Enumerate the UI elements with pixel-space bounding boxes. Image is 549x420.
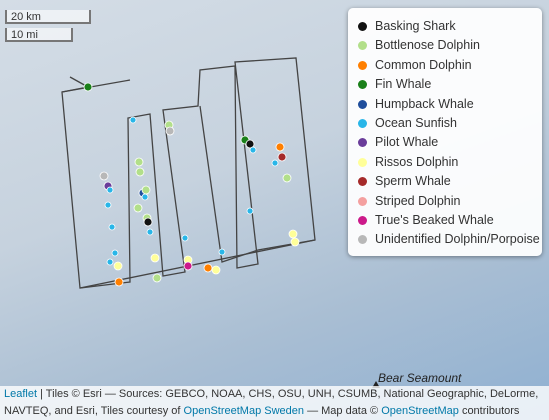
sighting[interactable] xyxy=(106,258,114,266)
legend-swatch xyxy=(358,22,367,31)
sighting[interactable] xyxy=(113,261,123,271)
sighting[interactable] xyxy=(106,186,114,194)
legend-label: Unidentified Dolphin/Porpoise xyxy=(375,232,540,247)
survey-track xyxy=(61,57,316,289)
attribution-text: contributors xyxy=(461,405,520,417)
legend-item: Common Dolphin xyxy=(358,57,472,73)
legend-item: Unidentified Dolphin/Porpoise xyxy=(358,231,540,247)
track-line xyxy=(61,57,316,289)
legend-swatch xyxy=(358,99,367,109)
sighting[interactable] xyxy=(129,116,137,124)
link[interactable]: OpenStreetMap Sweden xyxy=(183,405,304,417)
sighting[interactable] xyxy=(288,229,298,239)
track-line xyxy=(61,79,131,93)
attribution-text: — Map data © xyxy=(307,405,379,417)
sighting[interactable] xyxy=(152,273,162,283)
sighting[interactable] xyxy=(108,223,116,231)
sighting[interactable] xyxy=(141,193,149,201)
sighting[interactable] xyxy=(114,277,124,287)
legend-item: True's Beaked Whale xyxy=(358,212,494,228)
legend-swatch xyxy=(358,80,367,90)
legend: Basking Shark Bottlenose Dolphin Common Do… xyxy=(348,8,542,256)
sighting[interactable] xyxy=(146,228,154,236)
legend-label: Striped Dolphin xyxy=(375,193,461,208)
sighting[interactable] xyxy=(249,146,257,154)
sighting[interactable] xyxy=(282,173,292,183)
sighting[interactable] xyxy=(135,167,145,177)
legend-swatch xyxy=(358,196,367,206)
legend-label: Sperm Whale xyxy=(375,174,451,189)
legend-label: Ocean Sunfish xyxy=(375,116,457,130)
sighting[interactable] xyxy=(203,263,213,273)
legend-item: Basking Shark xyxy=(358,18,456,34)
sighting[interactable] xyxy=(99,171,109,181)
legend-swatch xyxy=(358,119,367,128)
sighting[interactable] xyxy=(245,139,255,149)
sighting[interactable] xyxy=(111,249,119,257)
sighting[interactable] xyxy=(83,82,93,92)
sighting[interactable] xyxy=(133,203,143,213)
link[interactable]: Leaflet xyxy=(4,388,38,400)
legend-swatch xyxy=(358,177,367,187)
sighting[interactable] xyxy=(275,142,285,152)
legend-item: Sperm Whale xyxy=(358,173,451,189)
sighting[interactable] xyxy=(181,234,189,242)
legend-label: Humpback Whale xyxy=(375,96,474,111)
legend-item: Bottlenose Dolphin xyxy=(358,37,480,53)
sighting[interactable] xyxy=(150,253,160,263)
scale-metric: 20 km xyxy=(5,10,91,24)
legend-item: Striped Dolphin xyxy=(358,193,460,209)
sighting[interactable] xyxy=(183,261,193,271)
legend-item: Ocean Sunfish xyxy=(358,115,457,131)
legend-item: Pilot Whale xyxy=(358,134,438,150)
legend-swatch xyxy=(358,60,367,70)
sighting[interactable] xyxy=(143,217,153,227)
legend-label: Common Dolphin xyxy=(375,57,472,72)
legend-label: Basking Shark xyxy=(375,19,456,33)
attribution: Leaflet | Tiles © Esri — Sources: GEBCO,… xyxy=(0,386,549,420)
legend-item: Humpback Whale xyxy=(358,96,474,112)
sighting[interactable] xyxy=(246,207,254,215)
legend-label: True's Beaked Whale xyxy=(375,213,494,227)
sighting[interactable] xyxy=(218,248,226,256)
legend-item: Fin Whale xyxy=(358,76,431,92)
sighting[interactable] xyxy=(277,152,287,162)
sighting[interactable] xyxy=(134,157,144,167)
legend-label: Rissos Dolphin xyxy=(375,154,459,169)
legend-label: Pilot Whale xyxy=(375,135,439,150)
legend-label: Bottlenose Dolphin xyxy=(375,38,480,53)
sighting[interactable] xyxy=(104,201,112,209)
sighting[interactable] xyxy=(141,185,151,195)
scale-imperial: 10 mi xyxy=(5,28,73,42)
legend-item: Rissos Dolphin xyxy=(358,154,458,170)
sighting[interactable] xyxy=(165,126,175,136)
seamount-label: Bear Seamount xyxy=(378,371,462,385)
legend-swatch xyxy=(358,41,367,51)
legend-label: Fin Whale xyxy=(375,77,432,92)
legend-swatch xyxy=(358,235,367,245)
legend-swatch xyxy=(358,157,367,167)
link[interactable]: OpenStreetMap xyxy=(381,405,459,417)
legend-swatch xyxy=(358,138,367,148)
sighting[interactable] xyxy=(211,265,221,275)
legend-swatch xyxy=(358,216,367,225)
sighting[interactable] xyxy=(290,237,300,247)
attribution-text: | Tiles © Esri — Sources: GEBCO, NOAA, C… xyxy=(4,388,539,417)
sighting[interactable] xyxy=(271,159,279,167)
